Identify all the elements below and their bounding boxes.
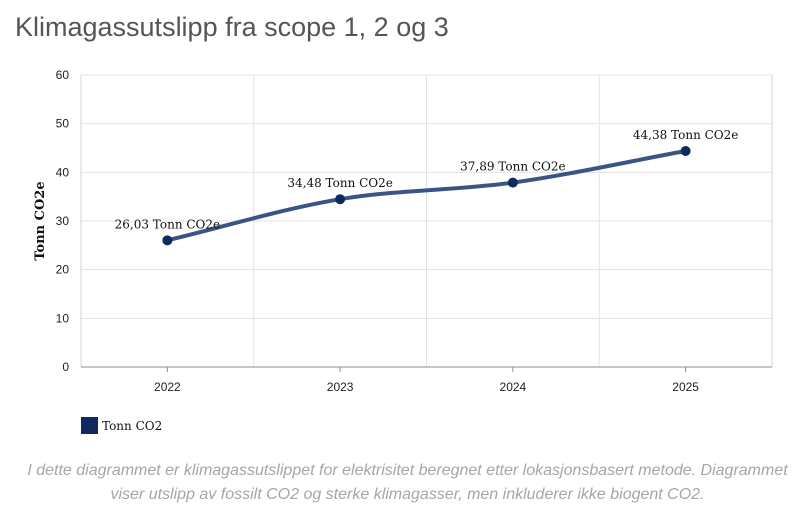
y-tick-label: 50 [56,117,70,131]
y-tick-label: 60 [56,68,70,82]
line-chart: 0 10 20 30 40 50 60 2022 2023 2024 2025 Tonn CO2e… [33,68,773,434]
chart-title: Klimagassutslipp fra scope 1, 2 og 3 [15,12,449,42]
y-tick-labels: 0 10 20 30 40 50 60 [56,68,70,374]
data-label: 26,03 Tonn CO2e [115,217,221,231]
y-tick-label: 30 [56,214,70,228]
legend: Tonn CO2 [81,417,162,434]
data-label: 37,89 Tonn CO2e [460,160,566,174]
legend-label: Tonn CO2 [102,419,162,433]
y-tick-label: 20 [56,263,70,277]
data-labels: 26,03 Tonn CO2e 34,48 Tonn CO2e 37,89 Tonn… [115,128,739,231]
legend-swatch [81,417,98,434]
x-tick-label: 2023 [327,380,354,394]
series-line [165,149,688,243]
x-tick-label: 2024 [500,380,527,394]
data-label: 34,48 Tonn CO2e [287,176,393,190]
y-tick-label: 0 [62,360,69,374]
data-label: 44,38 Tonn CO2e [633,128,739,142]
data-point [162,235,173,246]
data-point [335,194,346,205]
x-tick-labels: 2022 2023 2024 2025 [154,380,699,394]
data-point [507,177,518,188]
data-points [162,146,691,246]
y-tick-label: 10 [56,311,70,325]
grid [81,74,772,367]
axes [80,75,773,372]
x-tick-label: 2022 [154,380,181,394]
series-lines [165,149,688,243]
y-axis-label: Tonn CO2e [33,181,48,260]
y-tick-label: 40 [56,165,70,179]
x-tick-label: 2025 [672,380,699,394]
data-point [680,146,691,157]
chart-caption: I dette diagrammet er klimagassutslippet… [27,462,788,503]
